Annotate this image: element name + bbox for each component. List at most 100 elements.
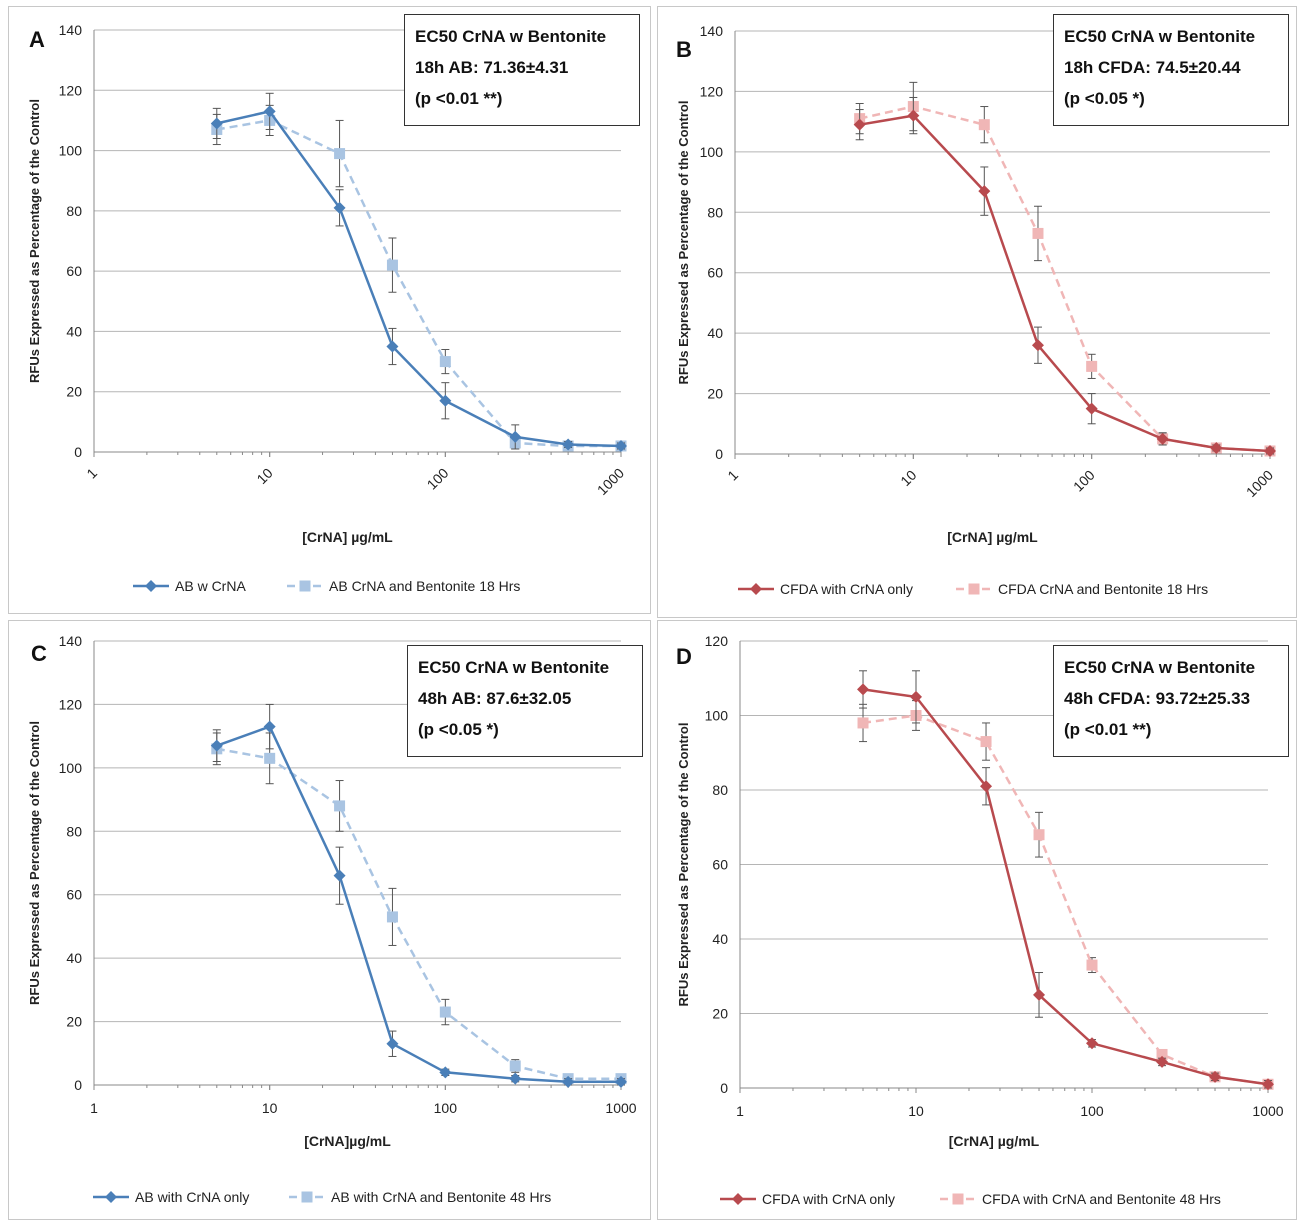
legend-swatch-marker bbox=[105, 1191, 117, 1203]
x-tick-label: 10 bbox=[262, 1100, 278, 1116]
data-point bbox=[1031, 339, 1044, 352]
data-point bbox=[333, 201, 346, 214]
data-point bbox=[980, 736, 992, 748]
x-tick-label: 100 bbox=[1070, 467, 1098, 495]
x-axis-title-d: [CrNA] µg/mL bbox=[949, 1133, 1040, 1149]
y-tick-label: 20 bbox=[712, 1006, 728, 1022]
x-tick-label: 1000 bbox=[1252, 1103, 1283, 1119]
y-tick-label: 20 bbox=[66, 1014, 82, 1030]
y-tick-label: 40 bbox=[66, 950, 82, 966]
annotation-line: EC50 CrNA w Bentonite bbox=[1064, 658, 1256, 677]
y-tick-label: 0 bbox=[74, 444, 82, 460]
y-axis-title-c: RFUs Expressed as Percentage of the Cont… bbox=[27, 721, 42, 1005]
y-tick-label: 80 bbox=[66, 203, 82, 219]
y-tick-label: 0 bbox=[74, 1077, 82, 1093]
panel-letter-a: A bbox=[29, 27, 45, 52]
x-tick-label: 1000 bbox=[605, 1100, 636, 1116]
data-point bbox=[857, 717, 869, 729]
ec50-annotation-b: EC50 CrNA w Bentonite 18h CFDA: 74.5±20.4… bbox=[1053, 14, 1289, 126]
panel-d: D 0 20 40 60 80 100 120 1 10 100 1000 [CrNA] µg/mL RF… bbox=[657, 620, 1297, 1220]
annotation-line: EC50 CrNA w Bentonite bbox=[418, 658, 610, 677]
data-point bbox=[562, 438, 575, 451]
y-tick-label: 60 bbox=[712, 857, 728, 873]
y-tick-label: 40 bbox=[707, 325, 723, 341]
data-point bbox=[264, 752, 276, 764]
y-tick-label: 80 bbox=[66, 823, 82, 839]
y-tick-label: 60 bbox=[66, 263, 82, 279]
x-tick-label: 100 bbox=[424, 465, 452, 493]
y-tick-label: 0 bbox=[715, 446, 723, 462]
y-tick-label: 140 bbox=[700, 23, 724, 39]
panel-letter-c: C bbox=[31, 641, 47, 666]
legend-label: AB CrNA and Bentonite 18 Hrs bbox=[329, 578, 520, 594]
x-tick-label: 10 bbox=[908, 1103, 924, 1119]
legend-label: CFDA with CrNA only bbox=[780, 581, 913, 597]
legend-label: CFDA CrNA and Bentonite 18 Hrs bbox=[998, 581, 1208, 597]
y-tick-label: 60 bbox=[707, 265, 723, 281]
series-line bbox=[859, 105, 1271, 453]
legend-a: AB w CrNA AB CrNA and Bentonite 18 Hrs bbox=[133, 578, 520, 594]
data-point bbox=[1156, 432, 1169, 445]
data-point bbox=[210, 117, 223, 130]
y-axis-title-d: RFUs Expressed as Percentage of the Cont… bbox=[676, 723, 691, 1007]
data-point bbox=[334, 148, 346, 160]
annotation-line: 48h AB: 87.6±32.05 bbox=[418, 689, 572, 708]
data-point bbox=[386, 911, 398, 923]
x-tick-label: 1 bbox=[724, 467, 741, 484]
data-point bbox=[439, 394, 452, 407]
data-point bbox=[334, 800, 346, 812]
annotation-line: 18h CFDA: 74.5±20.44 bbox=[1064, 58, 1241, 77]
x-tick-label: 10 bbox=[897, 467, 919, 489]
data-point bbox=[439, 1066, 452, 1079]
data-point bbox=[1262, 1078, 1274, 1091]
data-point bbox=[1086, 1037, 1098, 1050]
legend-label: AB w CrNA bbox=[175, 578, 246, 594]
y-tick-label: 100 bbox=[59, 143, 83, 159]
y-tick-label: 120 bbox=[700, 83, 724, 99]
data-point bbox=[386, 259, 398, 271]
data-point bbox=[263, 105, 276, 118]
x-axis-title-b: [CrNA] µg/mL bbox=[947, 529, 1038, 545]
data-point bbox=[386, 340, 399, 353]
series-d-1 bbox=[857, 670, 1274, 1091]
y-tick-label: 40 bbox=[66, 323, 82, 339]
y-tick-label: 20 bbox=[707, 386, 723, 402]
y-axis-title-a: RFUs Expressed as Percentage of the Cont… bbox=[27, 99, 42, 383]
data-point bbox=[1032, 227, 1044, 239]
data-point bbox=[210, 739, 223, 752]
series-a-1 bbox=[210, 92, 627, 452]
data-point bbox=[1209, 1070, 1222, 1083]
y-tick-label: 140 bbox=[59, 22, 83, 38]
series-line bbox=[216, 747, 621, 1080]
data-point bbox=[509, 1060, 521, 1072]
data-point bbox=[980, 780, 993, 793]
legend-swatch-marker bbox=[301, 1191, 313, 1203]
data-point bbox=[1086, 360, 1098, 372]
x-tick-label: 1000 bbox=[594, 465, 627, 498]
legend-d: CFDA with CrNA only CFDA with CrNA and Be… bbox=[720, 1191, 1221, 1207]
x-tick-label: 1 bbox=[736, 1103, 744, 1119]
panel-c: C 0 20 40 60 80 100 120 140 1 10 100 1000 [CrNA]µg/mL… bbox=[8, 620, 651, 1220]
legend-b: CFDA with CrNA only CFDA CrNA and Bentoni… bbox=[738, 581, 1208, 597]
data-point bbox=[439, 1006, 451, 1018]
annotation-line: (p <0.01 **) bbox=[415, 89, 503, 108]
y-tick-label: 80 bbox=[712, 782, 728, 798]
series-d-2 bbox=[857, 700, 1274, 1090]
data-point bbox=[386, 1037, 399, 1050]
x-tick-label: 1 bbox=[90, 1100, 98, 1116]
data-point bbox=[1085, 402, 1098, 415]
data-point bbox=[978, 119, 990, 131]
x-tick-label: 1000 bbox=[1243, 467, 1276, 500]
data-point bbox=[615, 439, 627, 452]
annotation-line: (p <0.05 *) bbox=[418, 720, 499, 739]
x-axis-title-a: [CrNA] µg/mL bbox=[302, 529, 393, 545]
y-axis-title-b: RFUs Expressed as Percentage of the Cont… bbox=[676, 101, 691, 385]
series-a-2 bbox=[211, 104, 627, 452]
series-c-1 bbox=[210, 703, 627, 1088]
annotation-line: 18h AB: 71.36±4.31 bbox=[415, 58, 569, 77]
legend-swatch-marker bbox=[750, 583, 762, 595]
y-tick-label: 100 bbox=[59, 760, 83, 776]
legend-label: CFDA with CrNA and Bentonite 48 Hrs bbox=[982, 1191, 1221, 1207]
data-point bbox=[1033, 988, 1046, 1001]
